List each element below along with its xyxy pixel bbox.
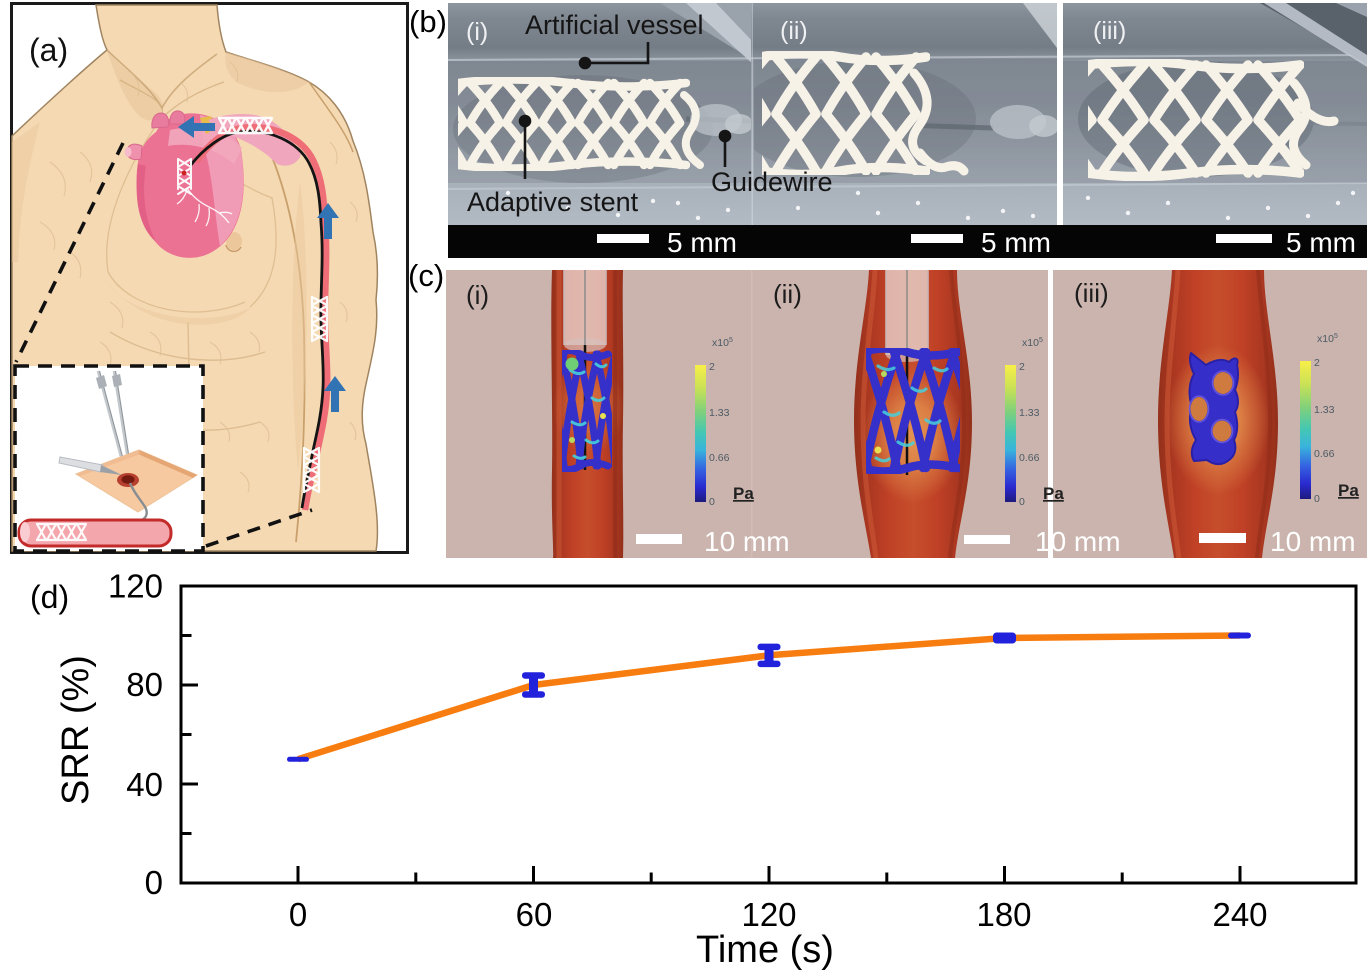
svg-text:(i): (i)	[466, 280, 489, 310]
svg-text:(d): (d)	[30, 579, 69, 615]
svg-text:2: 2	[709, 361, 715, 373]
svg-text:60: 60	[516, 896, 553, 933]
svg-text:(ii): (ii)	[773, 279, 802, 309]
svg-text:Artificial vessel: Artificial vessel	[525, 10, 704, 40]
svg-text:(a): (a)	[29, 32, 68, 68]
svg-text:120: 120	[741, 896, 796, 933]
svg-text:0: 0	[1019, 496, 1025, 508]
svg-text:0.66: 0.66	[1019, 452, 1040, 464]
svg-text:Guidewire: Guidewire	[711, 167, 833, 197]
svg-text:5 mm: 5 mm	[981, 227, 1051, 258]
svg-text:0: 0	[289, 896, 307, 933]
svg-text:Time (s): Time (s)	[696, 929, 834, 971]
svg-text:1.33: 1.33	[1019, 407, 1040, 419]
svg-text:(i): (i)	[466, 18, 488, 46]
svg-text:(iii): (iii)	[1093, 17, 1126, 45]
svg-text:x105: x105	[1317, 333, 1338, 345]
svg-text:SRR (%): SRR (%)	[55, 655, 97, 805]
svg-text:180: 180	[976, 896, 1031, 933]
svg-text:0.66: 0.66	[709, 452, 730, 464]
svg-text:10 mm: 10 mm	[704, 526, 790, 557]
svg-text:120: 120	[108, 568, 163, 605]
svg-text:Pa: Pa	[1043, 484, 1064, 503]
svg-text:1.33: 1.33	[1314, 404, 1335, 416]
svg-text:240: 240	[1212, 896, 1267, 933]
svg-text:40: 40	[126, 766, 163, 803]
svg-text:Adaptive stent: Adaptive stent	[467, 187, 639, 217]
svg-text:(ii): (ii)	[780, 17, 808, 45]
svg-text:1.33: 1.33	[709, 407, 730, 419]
svg-text:5 mm: 5 mm	[667, 227, 737, 258]
svg-text:5 mm: 5 mm	[1286, 227, 1356, 258]
svg-text:2: 2	[1314, 357, 1320, 369]
svg-text:Pa: Pa	[1338, 481, 1359, 500]
svg-text:10 mm: 10 mm	[1035, 526, 1121, 557]
svg-text:0.66: 0.66	[1314, 448, 1335, 460]
svg-text:x105: x105	[1022, 337, 1043, 349]
svg-text:x105: x105	[712, 337, 733, 349]
svg-text:0: 0	[145, 864, 163, 901]
svg-text:0: 0	[709, 496, 715, 508]
svg-text:80: 80	[126, 666, 163, 703]
svg-text:0: 0	[1314, 493, 1320, 505]
svg-text:Pa: Pa	[733, 484, 754, 503]
svg-text:(iii): (iii)	[1074, 278, 1109, 308]
svg-text:2: 2	[1019, 361, 1025, 373]
svg-text:10 mm: 10 mm	[1270, 526, 1356, 557]
